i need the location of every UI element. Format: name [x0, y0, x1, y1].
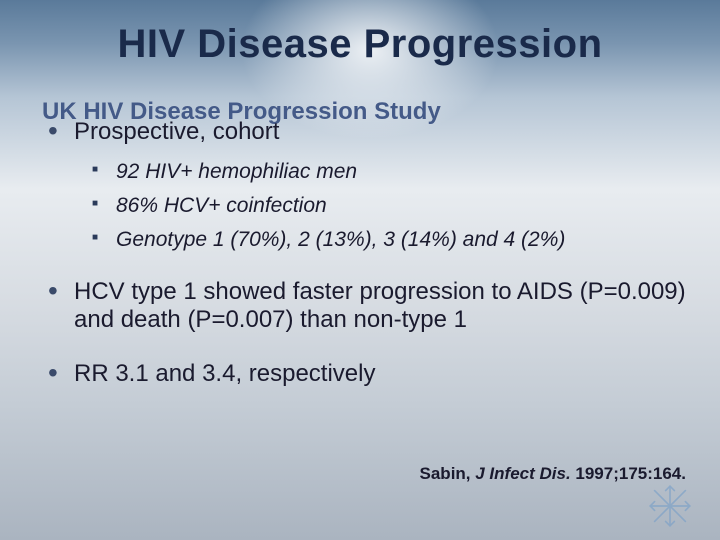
citation-rest: 1997;175:164. — [571, 464, 686, 483]
sub-bullet-item: 86% HCV+ coinfection — [90, 194, 690, 218]
sub-bullet-text: 92 HIV+ hemophiliac men — [116, 160, 357, 183]
sub-bullet-text: 86% HCV+ coinfection — [116, 194, 327, 217]
sub-bullet-item: Genotype 1 (70%), 2 (13%), 3 (14%) and 4… — [90, 228, 690, 252]
snowflake-icon — [648, 484, 692, 528]
bullet-list: Prospective, cohort 92 HIV+ hemophiliac … — [42, 118, 690, 388]
bullet-item: RR 3.1 and 3.4, respectively — [42, 360, 690, 388]
bullet-item: Prospective, cohort 92 HIV+ hemophiliac … — [42, 118, 690, 252]
citation-author: Sabin, — [420, 464, 476, 483]
bullet-text: RR 3.1 and 3.4, respectively — [74, 360, 376, 387]
sub-bullet-list: 92 HIV+ hemophiliac men 86% HCV+ coinfec… — [90, 160, 690, 252]
sub-bullet-item: 92 HIV+ hemophiliac men — [90, 160, 690, 184]
bullet-item: HCV type 1 showed faster progression to … — [42, 278, 690, 334]
content-area: Prospective, cohort 92 HIV+ hemophiliac … — [42, 118, 690, 414]
slide: HIV Disease Progression UK HIV Disease P… — [0, 0, 720, 540]
citation: Sabin, J Infect Dis. 1997;175:164. — [420, 464, 686, 484]
bullet-text: HCV type 1 showed faster progression to … — [74, 278, 686, 333]
citation-journal: J Infect Dis. — [475, 464, 570, 483]
bullet-text: Prospective, cohort — [74, 118, 279, 145]
slide-title: HIV Disease Progression — [0, 22, 720, 67]
sub-bullet-text: Genotype 1 (70%), 2 (13%), 3 (14%) and 4… — [116, 228, 565, 251]
